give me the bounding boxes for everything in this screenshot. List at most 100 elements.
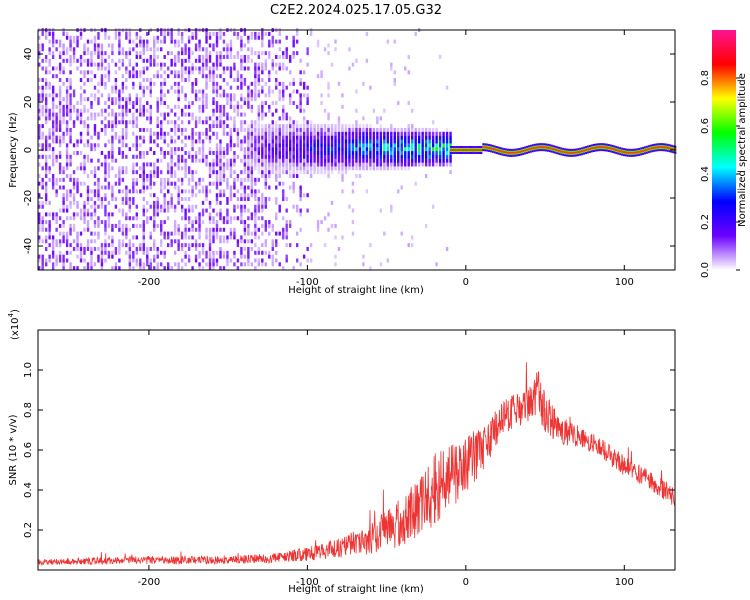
spectrogram-cell bbox=[295, 135, 299, 140]
spectrogram-cell bbox=[187, 58, 191, 63]
spectrogram-cell bbox=[51, 39, 55, 44]
spectrogram-cell bbox=[236, 266, 240, 271]
spectrogram-cell bbox=[44, 70, 48, 75]
spectrogram-cell bbox=[79, 254, 83, 259]
spectrogram-cell bbox=[104, 166, 107, 171]
spectrogram-cell bbox=[83, 158, 86, 163]
spectrogram-cell bbox=[337, 139, 341, 144]
snr-exponent-label: (x104) bbox=[7, 309, 21, 340]
spectrogram-cell bbox=[271, 170, 274, 175]
spectrogram-cell bbox=[233, 162, 236, 167]
spectrogram-cell bbox=[222, 154, 226, 159]
spectrogram-cell bbox=[121, 74, 125, 79]
spectrogram-cell bbox=[132, 266, 135, 271]
spectrogram-cell bbox=[135, 216, 139, 221]
spectrogram-cell bbox=[65, 108, 69, 113]
spectrogram-cell bbox=[139, 108, 142, 113]
spectrogram-cell bbox=[264, 185, 267, 190]
spectrogram-cell bbox=[118, 220, 121, 225]
spectrogram-cell bbox=[240, 170, 243, 175]
spectrogram-cell bbox=[187, 246, 191, 251]
spectrogram-cell bbox=[100, 81, 104, 86]
spectrogram-cell bbox=[282, 216, 285, 221]
spectrogram-cell bbox=[44, 112, 48, 117]
spectrogram-cell bbox=[100, 243, 104, 248]
spectrogram-cell bbox=[166, 266, 170, 271]
spectrogram-cell bbox=[309, 162, 313, 167]
spectrogram-cell bbox=[316, 143, 320, 148]
spectrogram-cell bbox=[295, 104, 299, 109]
spectrogram-cell bbox=[330, 150, 334, 155]
spectrogram-cell bbox=[86, 97, 90, 102]
spectrogram-cell bbox=[58, 208, 62, 213]
spectrogram-cell bbox=[111, 97, 114, 102]
spectrogram-cell bbox=[100, 54, 104, 59]
spectrogram-cell bbox=[226, 216, 229, 221]
spectrogram-cell bbox=[107, 78, 111, 82]
spectrogram-cell bbox=[180, 139, 184, 144]
spectrogram-cell bbox=[278, 158, 281, 163]
signal-core bbox=[463, 149, 466, 151]
spectrogram-cell bbox=[247, 208, 250, 213]
spectrogram-cell bbox=[135, 116, 139, 121]
spectrogram-cell bbox=[104, 177, 107, 182]
spectrogram-cell bbox=[261, 89, 264, 94]
spectrogram-cell bbox=[72, 47, 76, 52]
spectrogram-cell bbox=[170, 197, 173, 202]
spectrogram-cell bbox=[365, 162, 369, 167]
spectrogram-cell bbox=[177, 262, 180, 267]
spectrogram-cell bbox=[51, 127, 55, 132]
spectrogram-cell bbox=[69, 54, 72, 59]
spectrogram-cell bbox=[309, 127, 313, 132]
spectrogram-cell bbox=[65, 93, 69, 98]
spectrogram-cell bbox=[44, 58, 48, 63]
spectrogram-cell bbox=[229, 101, 233, 106]
signal-core bbox=[556, 149, 559, 152]
spectrogram-cell bbox=[222, 131, 226, 136]
spectrogram-cell bbox=[233, 108, 236, 113]
spectrogram-cell bbox=[261, 124, 264, 129]
spectrogram-cell bbox=[386, 139, 390, 144]
spectrogram-cell bbox=[104, 85, 107, 90]
spectrogram-cell bbox=[132, 66, 135, 71]
spectrogram-cell bbox=[233, 124, 236, 129]
spectrogram-cell bbox=[208, 166, 212, 171]
spectrogram-cell bbox=[282, 54, 285, 59]
spectrogram-cell bbox=[83, 97, 86, 102]
spectrogram-cell bbox=[41, 239, 44, 244]
spectrogram-cell bbox=[156, 246, 159, 251]
spectrogram-cell bbox=[275, 120, 278, 125]
spectrogram-cell bbox=[233, 208, 236, 213]
spectrogram-cell bbox=[90, 62, 93, 67]
spectrogram-cell bbox=[198, 108, 201, 113]
spectrogram-cell bbox=[97, 258, 100, 263]
spectrogram-cell bbox=[201, 258, 205, 263]
spectrogram-cell bbox=[79, 139, 83, 144]
signal-core bbox=[638, 150, 641, 153]
spectrogram-cell bbox=[191, 139, 194, 144]
spectrogram-cell bbox=[386, 147, 390, 152]
spectrogram-cell bbox=[309, 150, 313, 155]
spectrogram-cell bbox=[173, 131, 177, 136]
spectrogram-cell bbox=[404, 139, 407, 144]
spectrogram-cell bbox=[212, 216, 215, 221]
spectrogram-cell bbox=[153, 223, 156, 228]
signal-core bbox=[621, 150, 624, 153]
spectrogram-cell bbox=[86, 62, 90, 67]
spectrogram-cell bbox=[421, 143, 424, 148]
spectrogram-cell bbox=[55, 93, 58, 98]
spectrogram-cell bbox=[212, 220, 215, 225]
spectrogram-cell bbox=[369, 243, 372, 248]
spectrogram-cell bbox=[100, 220, 104, 225]
spectrogram-cell bbox=[250, 239, 254, 244]
spectrogram-cell bbox=[250, 212, 254, 217]
spectrogram-cell bbox=[153, 200, 156, 205]
spectrogram-cell bbox=[170, 108, 173, 113]
spectrogram-cell bbox=[442, 162, 445, 167]
signal-core bbox=[626, 151, 629, 154]
spectrogram-cell bbox=[38, 254, 41, 259]
spectrogram-cell bbox=[285, 112, 288, 117]
spectrogram-cell bbox=[166, 177, 170, 182]
spectrogram-cell bbox=[264, 81, 267, 86]
spectrogram-cell bbox=[240, 62, 243, 67]
